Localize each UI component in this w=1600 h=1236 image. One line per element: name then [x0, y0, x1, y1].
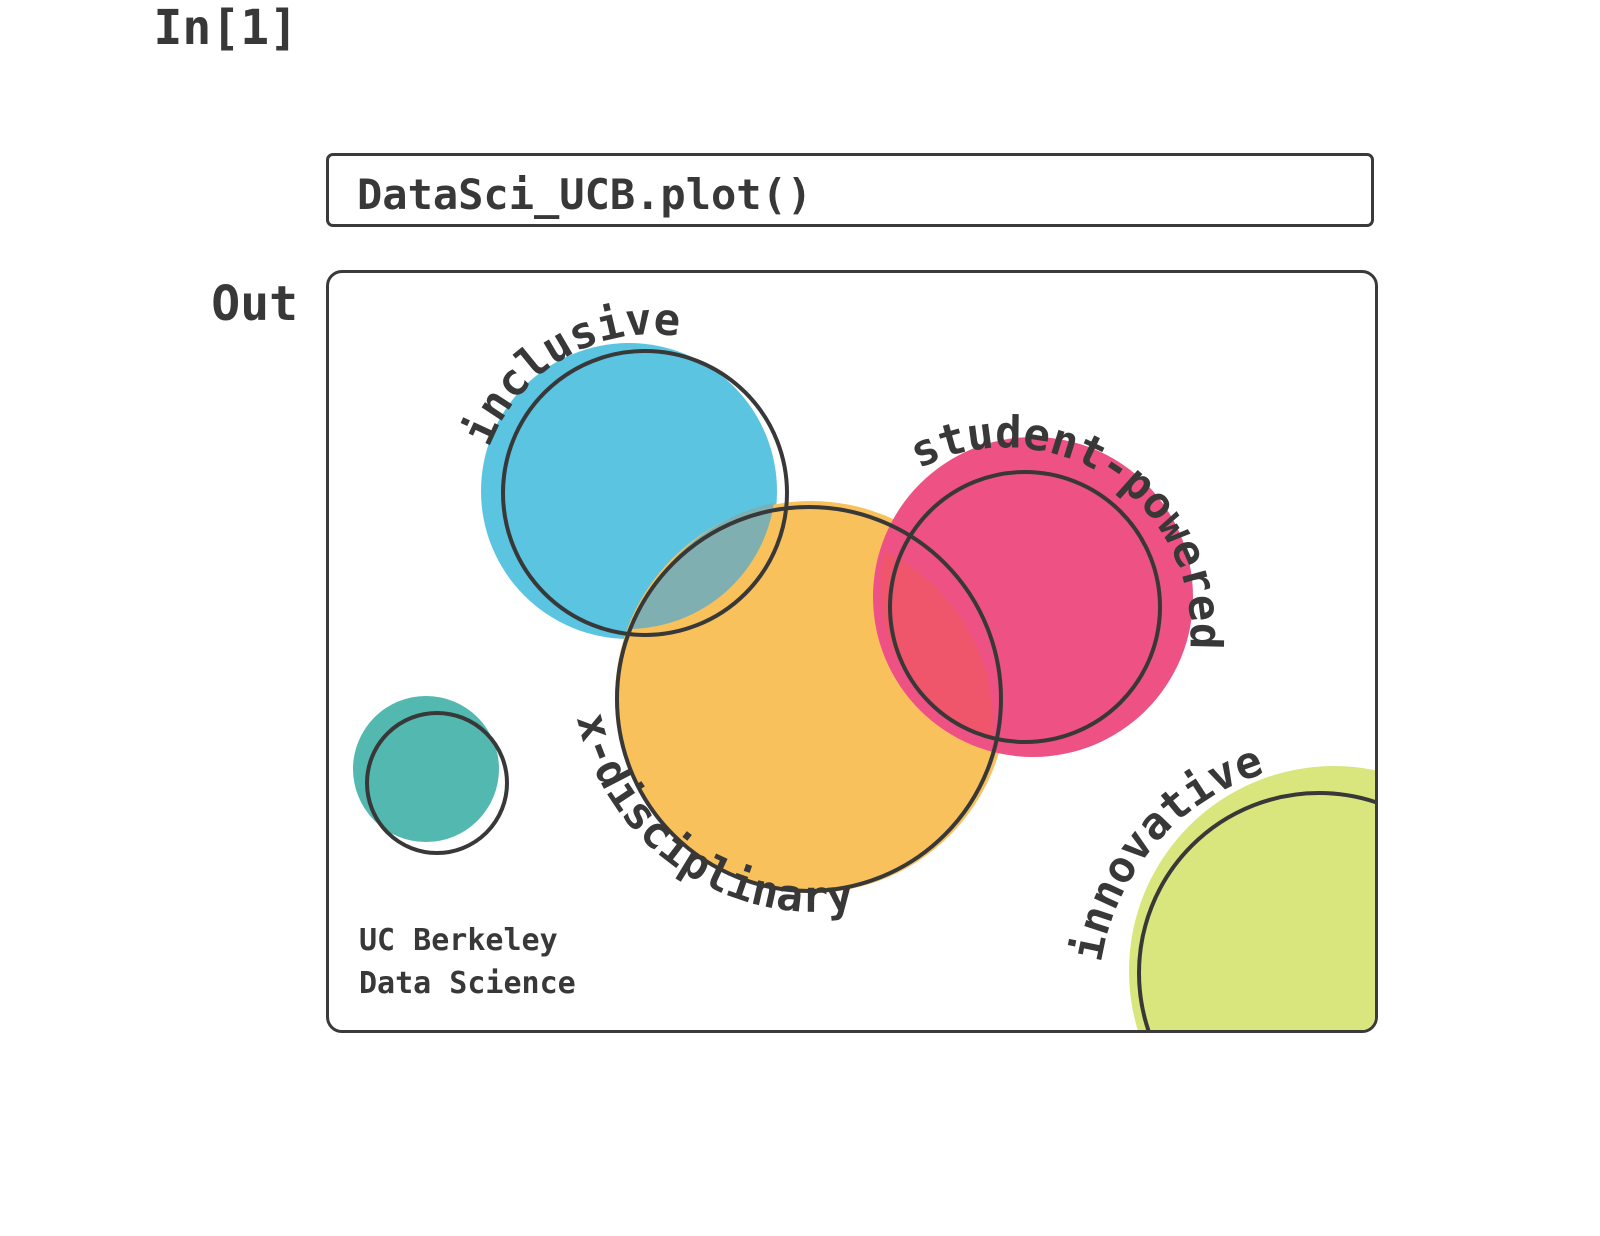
code-text[interactable]: DataSci_UCB.plot() — [357, 170, 812, 219]
credit-line-2: Data Science — [359, 966, 576, 1001]
input-prompt: In[1] — [108, 0, 298, 56]
code-input-cell[interactable]: DataSci_UCB.plot() — [326, 153, 1374, 227]
output-prompt: Out — [108, 276, 298, 332]
small-teal-fill-circle — [353, 696, 499, 842]
output-cell: inclusive student-powered x-disciplinary… — [326, 270, 1378, 1033]
plot-canvas: inclusive student-powered x-disciplinary… — [329, 273, 1378, 1033]
credit-line-1: UC Berkeley — [359, 923, 558, 958]
